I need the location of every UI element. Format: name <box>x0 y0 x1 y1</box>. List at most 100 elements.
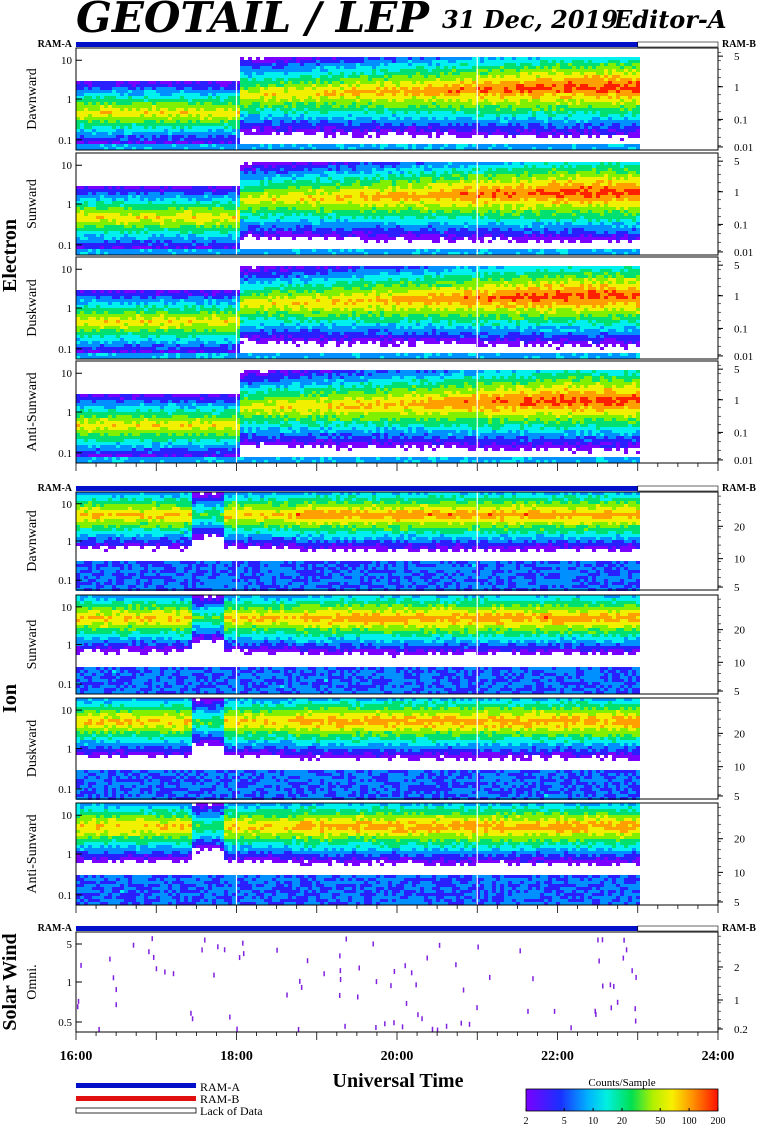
colorbar-tick-label: 20 <box>617 1116 627 1127</box>
spectrogram <box>76 153 640 255</box>
spectrogram <box>76 803 640 905</box>
legend-lack-label: Lack of Data <box>200 1104 263 1118</box>
left-tick-label: 1 <box>67 199 73 211</box>
panel-label: Anti-Sunward <box>25 814 40 893</box>
right-tick-label: 0.01 <box>734 351 753 363</box>
right-tick-label: 5 <box>734 897 740 909</box>
right-tick-label: 5 <box>734 791 740 803</box>
ram-a-coverage-bar <box>76 926 638 931</box>
left-tick-label: 1 <box>67 849 73 861</box>
right-tick-label: 5 <box>734 51 740 63</box>
left-tick-label: 5 <box>67 939 73 951</box>
left-tick-label: 10 <box>61 368 73 380</box>
right-tick-label: 20 <box>734 834 746 846</box>
spectrogram <box>76 595 640 694</box>
ram-a-label: RAM-A <box>38 39 73 50</box>
legend-lack-swatch <box>76 1108 196 1113</box>
left-tick-label: 1 <box>67 94 73 106</box>
right-tick-label: 0.1 <box>734 114 748 126</box>
colorbar-tick-label: 10 <box>588 1116 598 1127</box>
colorbar-tick-label: 50 <box>655 1116 665 1127</box>
ram-b-label: RAM-B <box>722 483 756 494</box>
panel-label: Dawnward <box>25 510 40 571</box>
left-tick-label: 10 <box>61 160 73 172</box>
panel-label: Duskward <box>25 720 40 778</box>
spectrogram <box>76 492 640 591</box>
x-tick-label: 18:00 <box>220 1049 253 1064</box>
panel-frame <box>76 932 718 1032</box>
right-tick-label: 20 <box>734 728 746 740</box>
x-tick-label: 20:00 <box>381 1049 414 1064</box>
x-tick-label: 22:00 <box>541 1049 574 1064</box>
left-tick-label: 0.1 <box>58 679 72 691</box>
legend-ram-a-swatch <box>76 1083 196 1088</box>
spectrogram <box>77 936 637 1032</box>
group-label: Electron <box>0 219 21 292</box>
right-tick-label: 0.2 <box>734 1024 748 1036</box>
data-legend: RAM-A RAM-B Lack of Data <box>76 1080 263 1118</box>
spectrogram <box>76 48 640 150</box>
right-tick-label: 10 <box>734 867 746 879</box>
left-tick-label: 0.1 <box>58 448 72 460</box>
right-tick-label: 10 <box>734 554 746 566</box>
left-tick-label: 0.1 <box>58 784 72 796</box>
x-axis-label: Universal Time <box>333 1070 464 1092</box>
right-tick-label: 2 <box>734 962 740 974</box>
right-tick-label: 5 <box>734 686 740 698</box>
colorbar-label: Counts/Sample <box>588 1077 655 1089</box>
spectrogram <box>76 257 640 359</box>
left-tick-label: 1 <box>67 640 73 652</box>
left-tick-label: 10 <box>61 264 73 276</box>
left-tick-label: 10 <box>61 810 73 822</box>
left-tick-label: 10 <box>61 602 73 614</box>
figure-title: GEOTAIL / LEP <box>76 0 430 42</box>
panels: RAM-A RAM-B Dawnward 10 1 0.1 5 1 0.1 0.01 Sunward… <box>25 39 756 1036</box>
left-tick-label: 1 <box>67 536 73 548</box>
left-tick-label: 0.1 <box>58 890 72 902</box>
right-tick-label: 1 <box>734 291 740 303</box>
left-tick-label: 0.1 <box>58 135 72 147</box>
right-tick-label: 0.01 <box>734 247 753 259</box>
x-tick-label: 16:00 <box>60 1049 93 1064</box>
panel-7: Anti-Sunward 10 1 0.1 20 10 5 <box>25 803 746 909</box>
ram-b-label: RAM-B <box>722 39 756 50</box>
left-tick-label: 10 <box>61 55 73 67</box>
ram-a-label: RAM-A <box>38 483 73 494</box>
right-tick-label: 5 <box>734 582 740 594</box>
lack-of-data-bar <box>638 486 718 491</box>
right-tick-label: 0.1 <box>734 219 748 231</box>
panel-label: Sunward <box>25 179 40 229</box>
colorbar-tick-label: 200 <box>711 1116 726 1127</box>
spectrogram <box>76 361 640 463</box>
figure-date: 31 Dec, 2019 <box>442 5 618 34</box>
x-tick-label: 24:00 <box>702 1049 735 1064</box>
panel-label: Anti-Sunward <box>25 372 40 451</box>
left-tick-label: 0.1 <box>58 575 72 587</box>
colorbar-gradient <box>526 1089 718 1111</box>
colorbar-tick-label: 2 <box>524 1116 529 1127</box>
right-tick-label: 0.1 <box>734 323 748 335</box>
left-tick-label: 0.1 <box>58 344 72 356</box>
spectrogram <box>76 698 640 800</box>
left-tick-label: 1 <box>67 407 73 419</box>
right-tick-label: 20 <box>734 625 746 637</box>
right-tick-label: 5 <box>734 364 740 376</box>
left-tick-label: 1 <box>67 744 73 756</box>
right-tick-label: 20 <box>734 521 746 533</box>
colorbar-tick-label: 5 <box>562 1116 567 1127</box>
ram-a-label: RAM-A <box>38 923 73 934</box>
colorbar-tick-label: 100 <box>682 1116 697 1127</box>
panel-label: Duskward <box>25 279 40 337</box>
colorbar: Counts/Sample 2 5 10 20 50 100 200 <box>524 1077 726 1127</box>
left-tick-label: 1 <box>67 303 73 315</box>
right-tick-label: 1 <box>734 995 740 1007</box>
panel-label: Dawnward <box>25 68 40 129</box>
right-tick-label: 0.01 <box>734 142 753 154</box>
legend-ram-b-swatch <box>76 1096 196 1101</box>
